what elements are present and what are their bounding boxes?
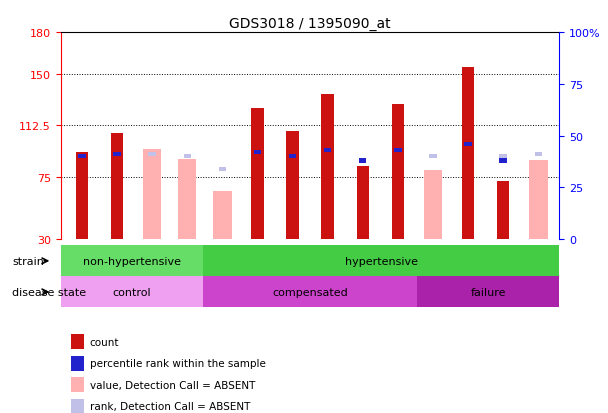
Bar (322, 95, 334, 240)
Bar (71, 356, 84, 371)
Bar (324, 149, 331, 153)
Bar (219, 167, 226, 171)
Bar (148, 153, 156, 157)
Bar (203, 277, 417, 308)
Bar (462, 67, 474, 240)
Bar (465, 142, 472, 147)
Text: value, Detection Call = ABSENT: value, Detection Call = ABSENT (90, 380, 255, 390)
Bar (417, 277, 559, 308)
Bar (534, 153, 542, 157)
Bar (213, 191, 232, 240)
Bar (178, 160, 196, 240)
Text: failure: failure (471, 287, 506, 297)
Bar (392, 104, 404, 240)
Bar (500, 155, 507, 159)
Bar (76, 153, 88, 240)
Bar (78, 155, 86, 159)
Text: hypertensive: hypertensive (345, 256, 418, 266)
Text: strain: strain (12, 256, 44, 266)
Bar (61, 277, 203, 308)
Bar (143, 150, 161, 240)
Text: compensated: compensated (272, 287, 348, 297)
Bar (71, 377, 84, 392)
Bar (289, 155, 296, 159)
Bar (357, 166, 369, 240)
Bar (424, 171, 442, 240)
Bar (71, 399, 84, 413)
Bar (497, 182, 510, 240)
Bar (529, 161, 548, 240)
Bar (184, 155, 191, 159)
Bar (71, 335, 84, 349)
Bar (254, 151, 261, 155)
Text: control: control (112, 287, 151, 297)
Text: rank, Detection Call = ABSENT: rank, Detection Call = ABSENT (90, 401, 250, 411)
Bar (61, 246, 203, 277)
Bar (429, 155, 437, 159)
Text: percentile rank within the sample: percentile rank within the sample (90, 358, 266, 368)
Title: GDS3018 / 1395090_at: GDS3018 / 1395090_at (229, 17, 391, 31)
Bar (286, 132, 299, 240)
Bar (394, 149, 401, 153)
Text: disease state: disease state (12, 287, 86, 297)
Text: non-hypertensive: non-hypertensive (83, 256, 181, 266)
Bar (113, 153, 120, 157)
Bar (500, 159, 507, 163)
Bar (251, 109, 263, 240)
Text: count: count (90, 337, 119, 347)
Bar (359, 159, 367, 163)
Bar (111, 133, 123, 240)
Bar (203, 246, 559, 277)
